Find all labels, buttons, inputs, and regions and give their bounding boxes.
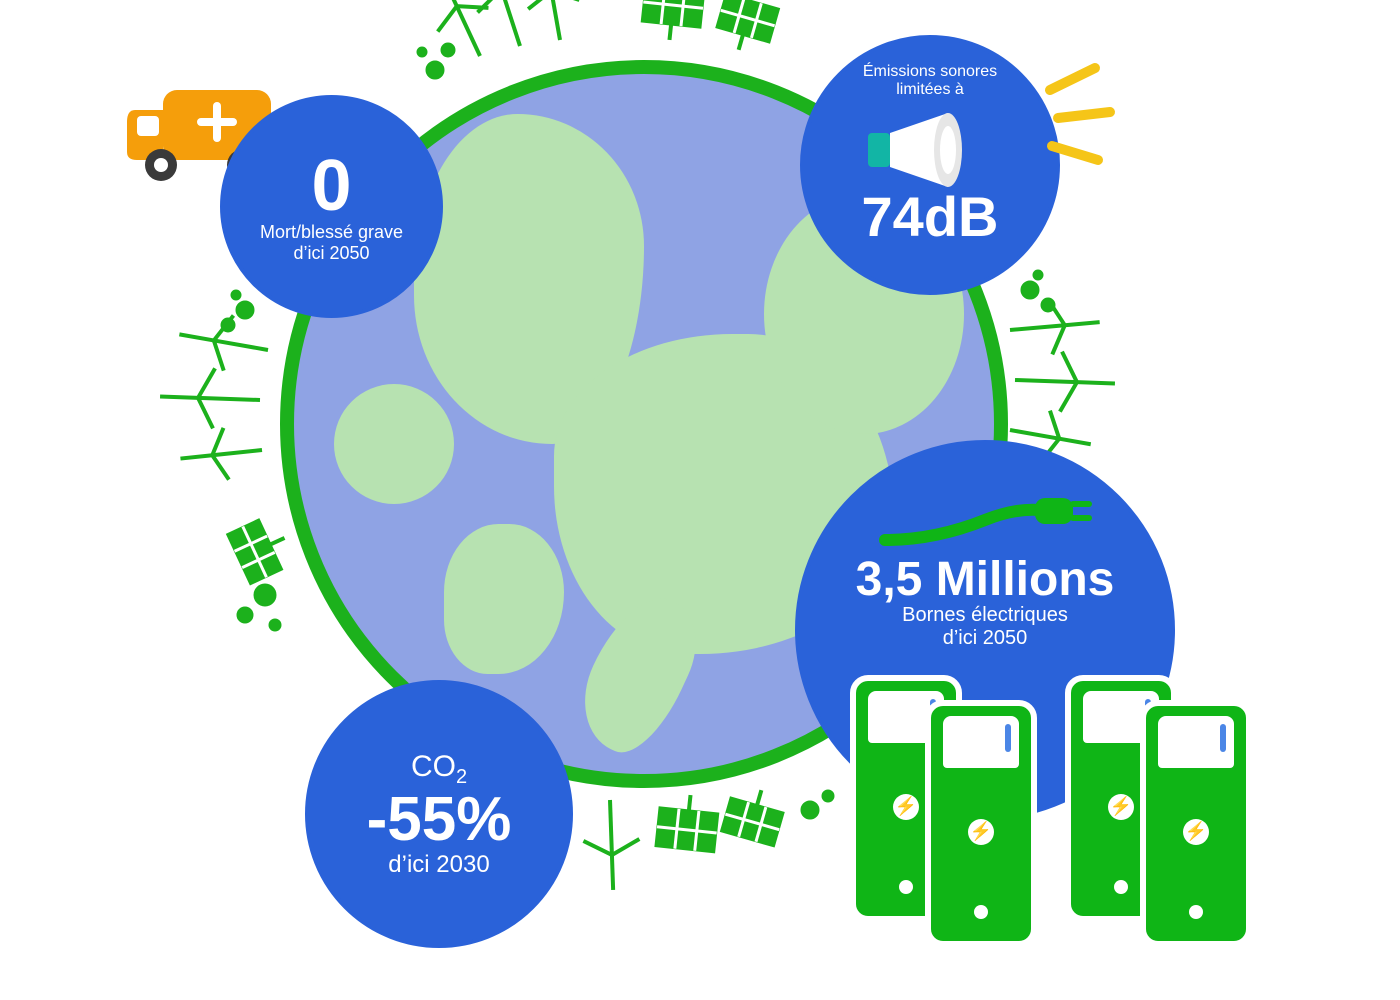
badge-noise: Émissions sonores limitées à 74dB [800,35,1060,295]
charging-station: ⚡ [925,700,1025,935]
co2-pre-text: CO [411,750,456,783]
sound-lines-icon [1040,60,1130,180]
megaphone-icon [860,105,1000,195]
badge-co2: CO2 -55% d’ici 2030 [305,680,573,948]
noise-value: 74dB [862,189,999,245]
badge-deaths: 0 Mort/blessé grave d’ici 2050 [220,95,443,318]
charging-label-1: Bornes électriques [902,604,1068,627]
charging-station: ⚡ [1140,700,1240,935]
noise-pre-1: Émissions sonores [863,63,997,81]
co2-value: -55% [367,789,512,851]
deaths-label-2: d’ici 2050 [293,243,369,264]
co2-pre: CO2 [411,750,467,789]
deaths-value: 0 [311,150,351,222]
noise-pre-2: limitées à [896,81,964,99]
co2-post: d’ici 2030 [388,851,489,879]
charging-label-2: d’ici 2050 [943,627,1028,650]
plug-icon [875,492,1095,552]
charging-value: 3,5 Millions [856,556,1115,604]
deaths-label-1: Mort/blessé grave [260,222,403,243]
